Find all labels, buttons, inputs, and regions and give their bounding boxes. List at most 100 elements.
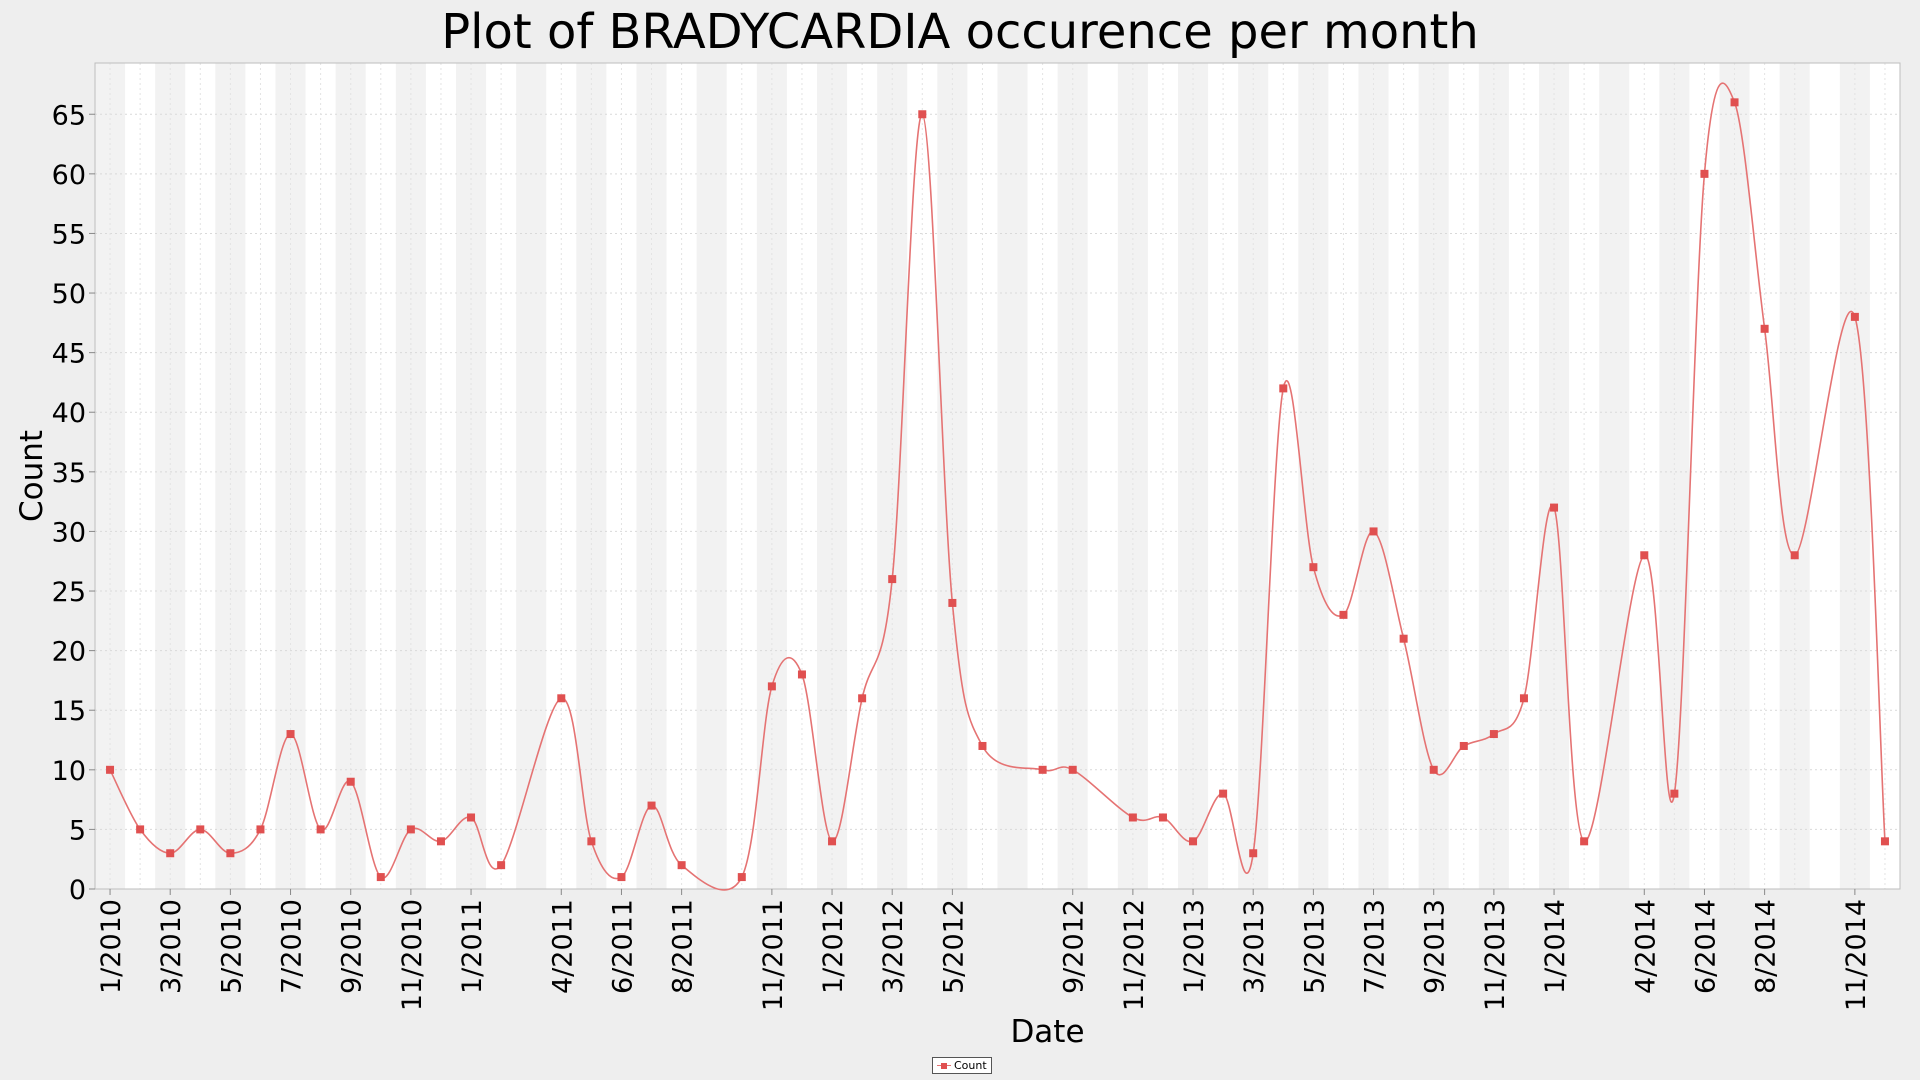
plot-band xyxy=(636,63,668,889)
legend-swatch xyxy=(937,1062,951,1070)
plot-band xyxy=(1087,63,1119,889)
data-point xyxy=(617,873,626,882)
data-point xyxy=(1399,634,1408,643)
x-tick-label: 6/2011 xyxy=(607,899,638,994)
y-tick-label: 20 xyxy=(52,637,86,668)
plot-band xyxy=(1208,63,1239,889)
plot-band xyxy=(335,63,367,889)
plot-band xyxy=(395,63,427,889)
y-tick-label: 5 xyxy=(69,815,86,846)
data-point xyxy=(1519,694,1528,703)
plot-band xyxy=(1057,63,1089,889)
plot-band xyxy=(305,63,337,889)
data-point xyxy=(1730,98,1739,107)
x-tick-label: 9/2013 xyxy=(1420,899,1451,994)
x-tick-label: 7/2013 xyxy=(1360,899,1391,994)
x-tick-label: 4/2011 xyxy=(547,899,578,994)
data-point xyxy=(767,682,776,691)
plot-band xyxy=(817,63,848,889)
y-tick-label: 45 xyxy=(52,339,86,370)
plot-band xyxy=(1268,63,1299,889)
plot-band xyxy=(1599,63,1630,889)
data-point xyxy=(557,694,566,703)
x-tick-label: 11/2014 xyxy=(1841,899,1872,1011)
y-tick-label: 40 xyxy=(52,398,86,429)
plot-band xyxy=(726,63,758,889)
x-tick-label: 8/2014 xyxy=(1751,899,1782,994)
data-point xyxy=(136,825,145,834)
data-point xyxy=(1580,837,1589,846)
plot-band xyxy=(666,63,698,889)
grid-lines xyxy=(95,63,1900,890)
data-point xyxy=(1339,610,1348,619)
data-point xyxy=(1249,849,1258,858)
y-tick-label: 25 xyxy=(52,577,86,608)
plot-band xyxy=(245,63,276,889)
series-line-layer xyxy=(109,82,1886,891)
data-point xyxy=(888,575,897,584)
series-line xyxy=(109,82,1886,891)
data-point xyxy=(1279,384,1288,393)
plot-band xyxy=(215,63,246,889)
plot-band xyxy=(1689,63,1720,889)
plot-band xyxy=(847,63,878,889)
data-point xyxy=(858,694,867,703)
x-tick-label: 1/2013 xyxy=(1179,899,1210,994)
x-axis-ticks: 1/2010 3/2010 5/2010 7/2010 9/2010 11/2010 1/2… xyxy=(96,889,1872,1011)
data-point xyxy=(226,849,235,858)
x-tick-label: 1/2010 xyxy=(96,899,127,994)
plot-band xyxy=(1418,63,1450,889)
x-tick-label: 3/2012 xyxy=(878,899,909,994)
x-tick-label: 8/2011 xyxy=(668,899,699,994)
data-point xyxy=(467,813,476,822)
plot-band xyxy=(1569,63,1600,889)
plot-frame xyxy=(94,62,1901,890)
x-tick-label: 11/2011 xyxy=(758,899,789,1011)
plot-band xyxy=(516,63,547,889)
y-tick-label: 65 xyxy=(52,100,86,131)
y-tick-label: 35 xyxy=(52,458,86,489)
x-tick-label: 11/2010 xyxy=(397,899,428,1011)
plot-band xyxy=(1508,63,1540,889)
data-point xyxy=(1850,312,1859,321)
plot-band xyxy=(937,63,968,889)
plot-band xyxy=(786,63,818,889)
data-point xyxy=(1158,813,1167,822)
data-point xyxy=(106,765,115,774)
x-tick-label: 11/2012 xyxy=(1119,899,1150,1011)
legend-label: Count xyxy=(954,1059,987,1072)
plot-band xyxy=(1749,63,1781,889)
plot-band xyxy=(1238,63,1269,889)
plot-band xyxy=(1328,63,1359,889)
data-point xyxy=(677,861,686,870)
data-point xyxy=(647,801,656,810)
x-tick-label: 5/2010 xyxy=(216,899,247,994)
data-point xyxy=(376,873,385,882)
plot-band xyxy=(1117,63,1149,889)
plot-band xyxy=(1298,63,1329,889)
x-tick-label: 5/2012 xyxy=(938,899,969,994)
plot-band xyxy=(1388,63,1420,889)
data-point xyxy=(1790,551,1799,560)
x-tick-label: 4/2014 xyxy=(1630,899,1661,994)
x-tick-label: 5/2013 xyxy=(1299,899,1330,994)
y-axis-title: Count xyxy=(14,430,50,522)
data-point xyxy=(948,598,957,607)
plot-band xyxy=(1027,63,1059,889)
plot-band xyxy=(125,63,156,889)
plot-band xyxy=(576,63,607,889)
data-point xyxy=(1670,789,1679,798)
data-point xyxy=(1880,837,1889,846)
legend: Count xyxy=(932,1057,992,1074)
plot-band xyxy=(1629,63,1660,889)
plot-band xyxy=(1147,63,1179,889)
data-point xyxy=(737,873,746,882)
data-point xyxy=(587,837,596,846)
x-tick-label: 9/2010 xyxy=(337,899,368,994)
x-tick-label: 1/2012 xyxy=(818,899,849,994)
data-point xyxy=(497,861,506,870)
plot-band xyxy=(185,63,216,889)
x-axis-title: Date xyxy=(1010,1014,1084,1050)
data-point xyxy=(1309,563,1318,572)
